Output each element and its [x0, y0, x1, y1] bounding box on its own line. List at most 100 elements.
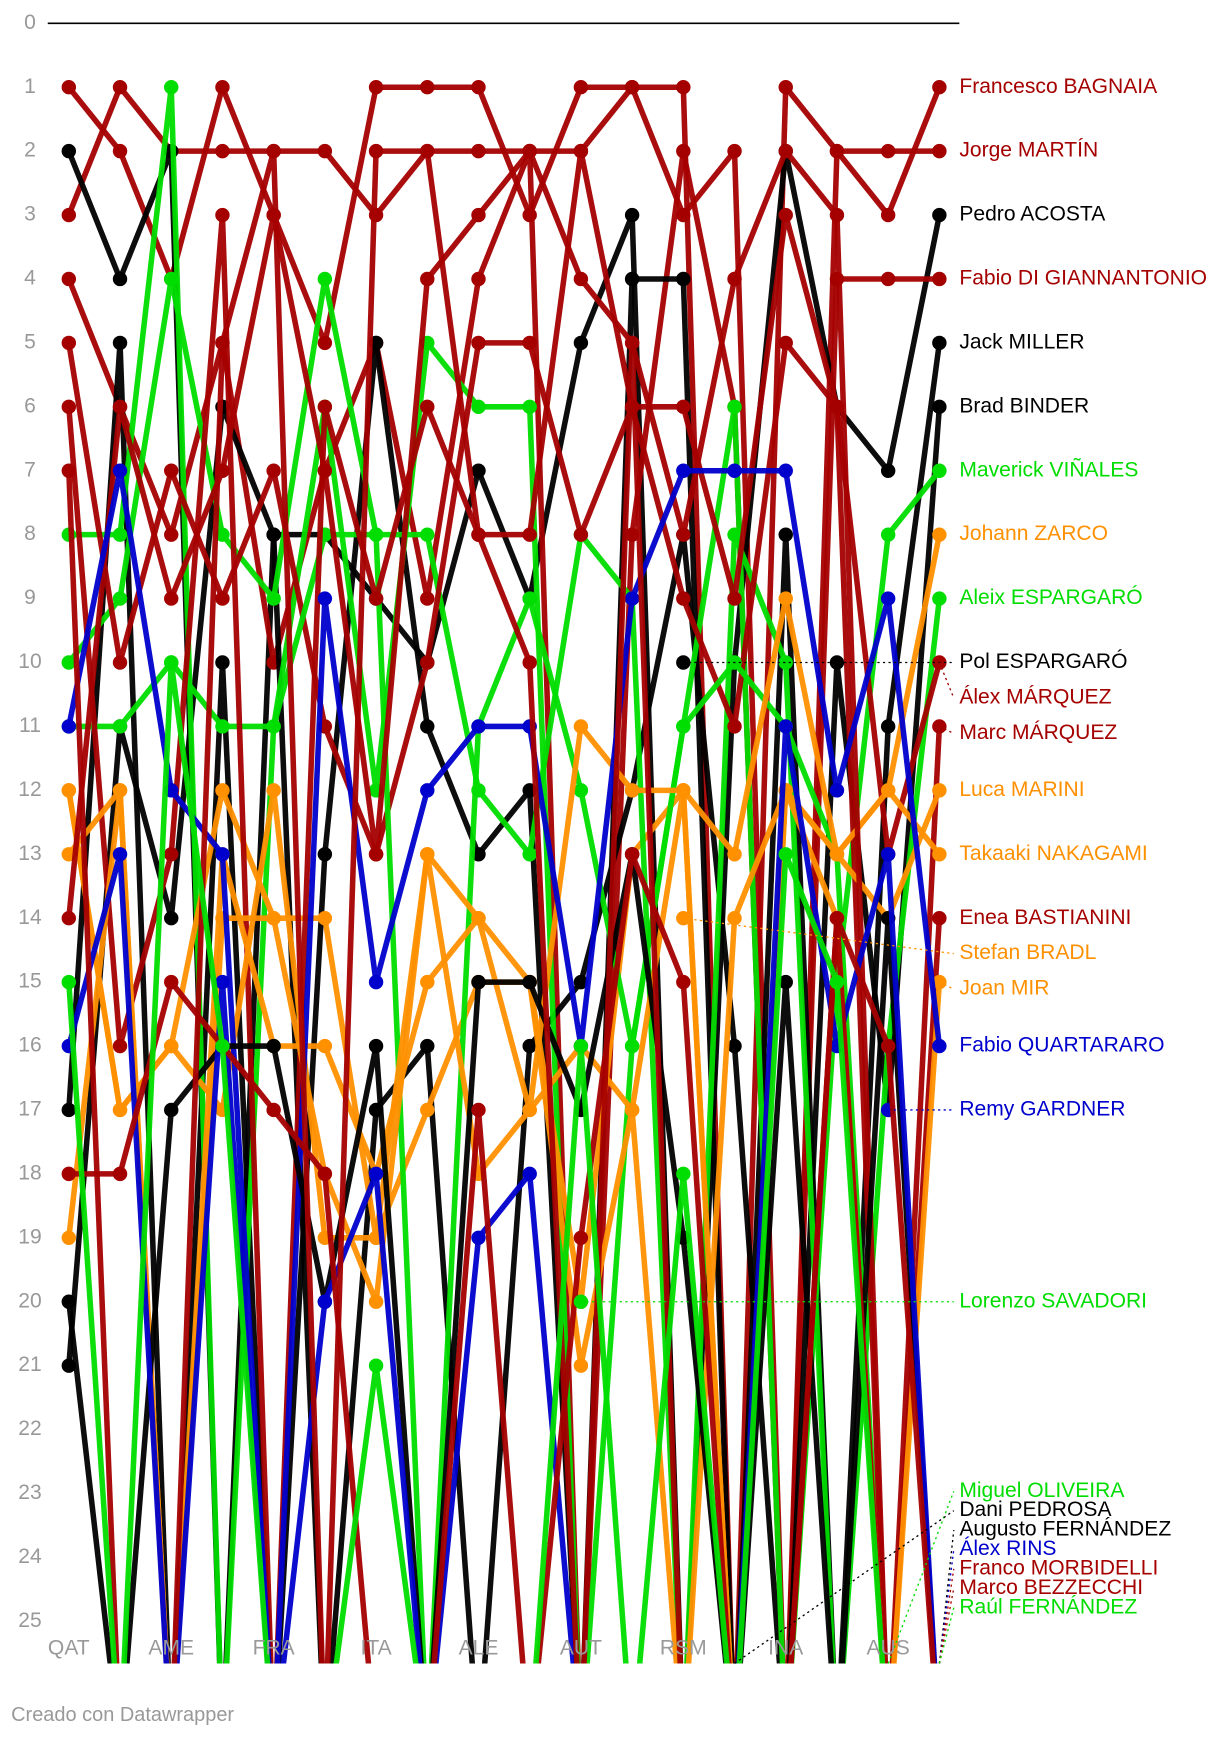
legend-label: Fabio DI GIANNANTONIO [959, 267, 1207, 290]
point [471, 80, 486, 95]
legend-label: Aleix ESPARGARÓ [959, 586, 1142, 609]
point [522, 1166, 537, 1182]
point [420, 655, 435, 670]
label-leader [938, 1607, 955, 1664]
point [880, 1038, 896, 1054]
point [676, 527, 691, 542]
point [317, 1294, 333, 1309]
point [573, 80, 589, 95]
point [676, 271, 691, 287]
point [420, 143, 435, 159]
point [266, 1038, 281, 1054]
series-line [66, 467, 943, 1664]
point [932, 271, 947, 287]
point [420, 783, 435, 798]
y-tick-label: 4 [24, 267, 36, 290]
point [61, 1294, 77, 1309]
point [932, 783, 947, 798]
point [471, 335, 486, 351]
series-line [66, 723, 938, 1664]
point [215, 655, 230, 670]
x-tick-label: FRA [253, 1637, 295, 1660]
point [266, 783, 281, 798]
point [215, 207, 230, 223]
point [112, 719, 128, 734]
series-line [66, 659, 886, 1664]
y-tick-label: 18 [18, 1161, 41, 1184]
legend-label: Marc MÁRQUEZ [959, 721, 1117, 744]
point [317, 463, 333, 478]
point [932, 1038, 947, 1054]
point [880, 143, 896, 159]
point [573, 335, 589, 351]
x-tick-label: RSM [660, 1637, 707, 1660]
point [420, 847, 435, 862]
point [266, 143, 281, 159]
y-tick-label: 24 [18, 1545, 42, 1568]
point [727, 527, 742, 542]
legend-label: Takaaki NAKAGAMI [959, 842, 1147, 865]
point [932, 399, 947, 415]
point [368, 1166, 384, 1182]
point [61, 1102, 77, 1118]
point [368, 1294, 384, 1309]
point [61, 335, 77, 351]
point [215, 847, 230, 862]
x-tick-label: AME [148, 1637, 194, 1660]
point [829, 143, 845, 159]
point [573, 719, 589, 734]
point [880, 719, 896, 734]
point [471, 1230, 486, 1246]
legend-label: Stefan BRADL [959, 941, 1096, 964]
point [112, 591, 128, 606]
point [676, 463, 691, 478]
series-line [66, 148, 940, 1664]
point [522, 1102, 537, 1118]
point [317, 1166, 333, 1182]
legend-label: Marco BEZZECCHI [959, 1576, 1143, 1599]
y-tick-label: 0 [24, 11, 36, 34]
point [778, 591, 793, 606]
legend-label: Jorge MARTÍN [959, 139, 1098, 162]
point [112, 463, 128, 478]
legend-label: Dani PEDROSA [959, 1498, 1111, 1521]
point [829, 655, 845, 670]
point [215, 1038, 230, 1054]
y-tick-label: 1 [24, 75, 36, 98]
point [727, 719, 742, 734]
point [61, 974, 77, 990]
point [778, 80, 793, 95]
legend-label: Luca MARINI [959, 778, 1084, 801]
point [164, 1038, 179, 1054]
point [368, 974, 384, 990]
point [880, 527, 896, 542]
point [778, 143, 793, 159]
legend-label: Miguel OLIVEIRA [959, 1479, 1124, 1502]
y-tick-label: 17 [18, 1098, 41, 1121]
y-tick-label: 15 [18, 970, 41, 993]
label-leader [938, 662, 955, 699]
y-tick-label: 8 [24, 522, 36, 545]
point [112, 80, 128, 95]
label-leader [734, 1510, 955, 1665]
point [573, 783, 589, 798]
point [368, 847, 384, 862]
point [932, 910, 947, 926]
point [420, 1038, 435, 1054]
point [727, 399, 742, 415]
point [61, 783, 77, 798]
point [61, 80, 77, 95]
label-leader [938, 1549, 955, 1664]
point [368, 1038, 384, 1054]
legend-label: Fabio QUARTARARO [959, 1034, 1164, 1057]
point [932, 591, 947, 606]
legend-label: Franco MORBIDELLI [959, 1556, 1158, 1579]
point [676, 591, 691, 606]
y-tick-label: 14 [18, 906, 42, 929]
point [778, 847, 793, 862]
y-tick-label: 16 [18, 1034, 41, 1057]
point [112, 783, 128, 798]
point [164, 591, 179, 606]
point [522, 399, 537, 415]
point [778, 655, 793, 670]
